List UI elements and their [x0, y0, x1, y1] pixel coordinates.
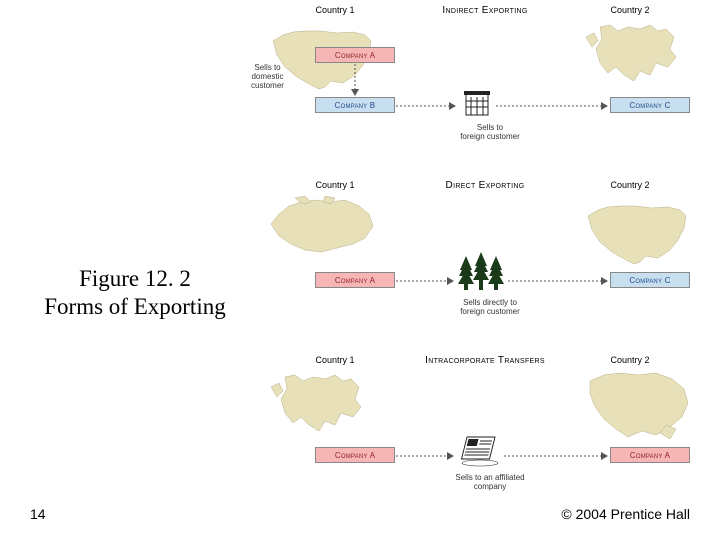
- figure-title: Figure 12. 2 Forms of Exporting: [20, 265, 250, 320]
- section-title-indirect: Indirect Exporting: [425, 5, 545, 16]
- figure-subtitle: Forms of Exporting: [44, 294, 225, 319]
- section-title-direct: Direct Exporting: [425, 180, 545, 191]
- sells-domestic-label: Sells todomesticcustomer: [240, 63, 295, 91]
- company-a-left-box: Company A: [315, 447, 395, 463]
- company-a-right-box: Company A: [610, 447, 690, 463]
- company-a-box: Company A: [315, 47, 395, 63]
- panel-intracorporate-transfers: Country 1 Intracorporate Transfers Count…: [260, 355, 710, 520]
- company-b-box: Company B: [315, 97, 395, 113]
- panel-direct-exporting: Country 1 Direct Exporting Country 2 Com…: [260, 180, 710, 345]
- document-icon: [458, 433, 502, 467]
- arrow-right-2-icon: [496, 101, 608, 111]
- arrow-down-icon: [350, 64, 360, 96]
- figure-number: Figure 12. 2: [79, 266, 191, 291]
- country1-label: Country 1: [305, 5, 365, 15]
- sells-foreign-label: Sells toforeign customer: [450, 123, 530, 141]
- trees-icon: [456, 250, 506, 292]
- company-c-box: Company C: [610, 272, 690, 288]
- company-c-box: Company C: [610, 97, 690, 113]
- arrow-right-1-icon: [396, 276, 454, 286]
- section-title-intra: Intracorporate Transfers: [410, 355, 560, 366]
- map-canada-icon: [265, 194, 380, 274]
- country1-label: Country 1: [305, 355, 365, 365]
- country2-label: Country 2: [600, 5, 660, 15]
- country1-label: Country 1: [305, 180, 365, 190]
- map-europe-icon: [580, 19, 695, 99]
- arrow-right-2-icon: [508, 276, 608, 286]
- arrow-right-1-icon: [396, 451, 454, 461]
- map-europe-icon: [265, 369, 380, 449]
- sells-direct-label: Sells directly toforeign customer: [445, 298, 535, 316]
- arrow-right-2-icon: [504, 451, 608, 461]
- country2-label: Country 2: [600, 355, 660, 365]
- arrow-right-1-icon: [396, 101, 456, 111]
- map-usa-icon: [580, 194, 695, 274]
- map-asia-icon: [580, 369, 695, 449]
- panel-indirect-exporting: Country 1 Indirect Exporting Country 2 C…: [260, 5, 710, 170]
- page-number: 14: [30, 506, 46, 522]
- company-a-box: Company A: [315, 272, 395, 288]
- country2-label: Country 2: [600, 180, 660, 190]
- sells-affiliate-label: Sells to an affiliatedcompany: [440, 473, 540, 491]
- building-icon: [460, 85, 494, 119]
